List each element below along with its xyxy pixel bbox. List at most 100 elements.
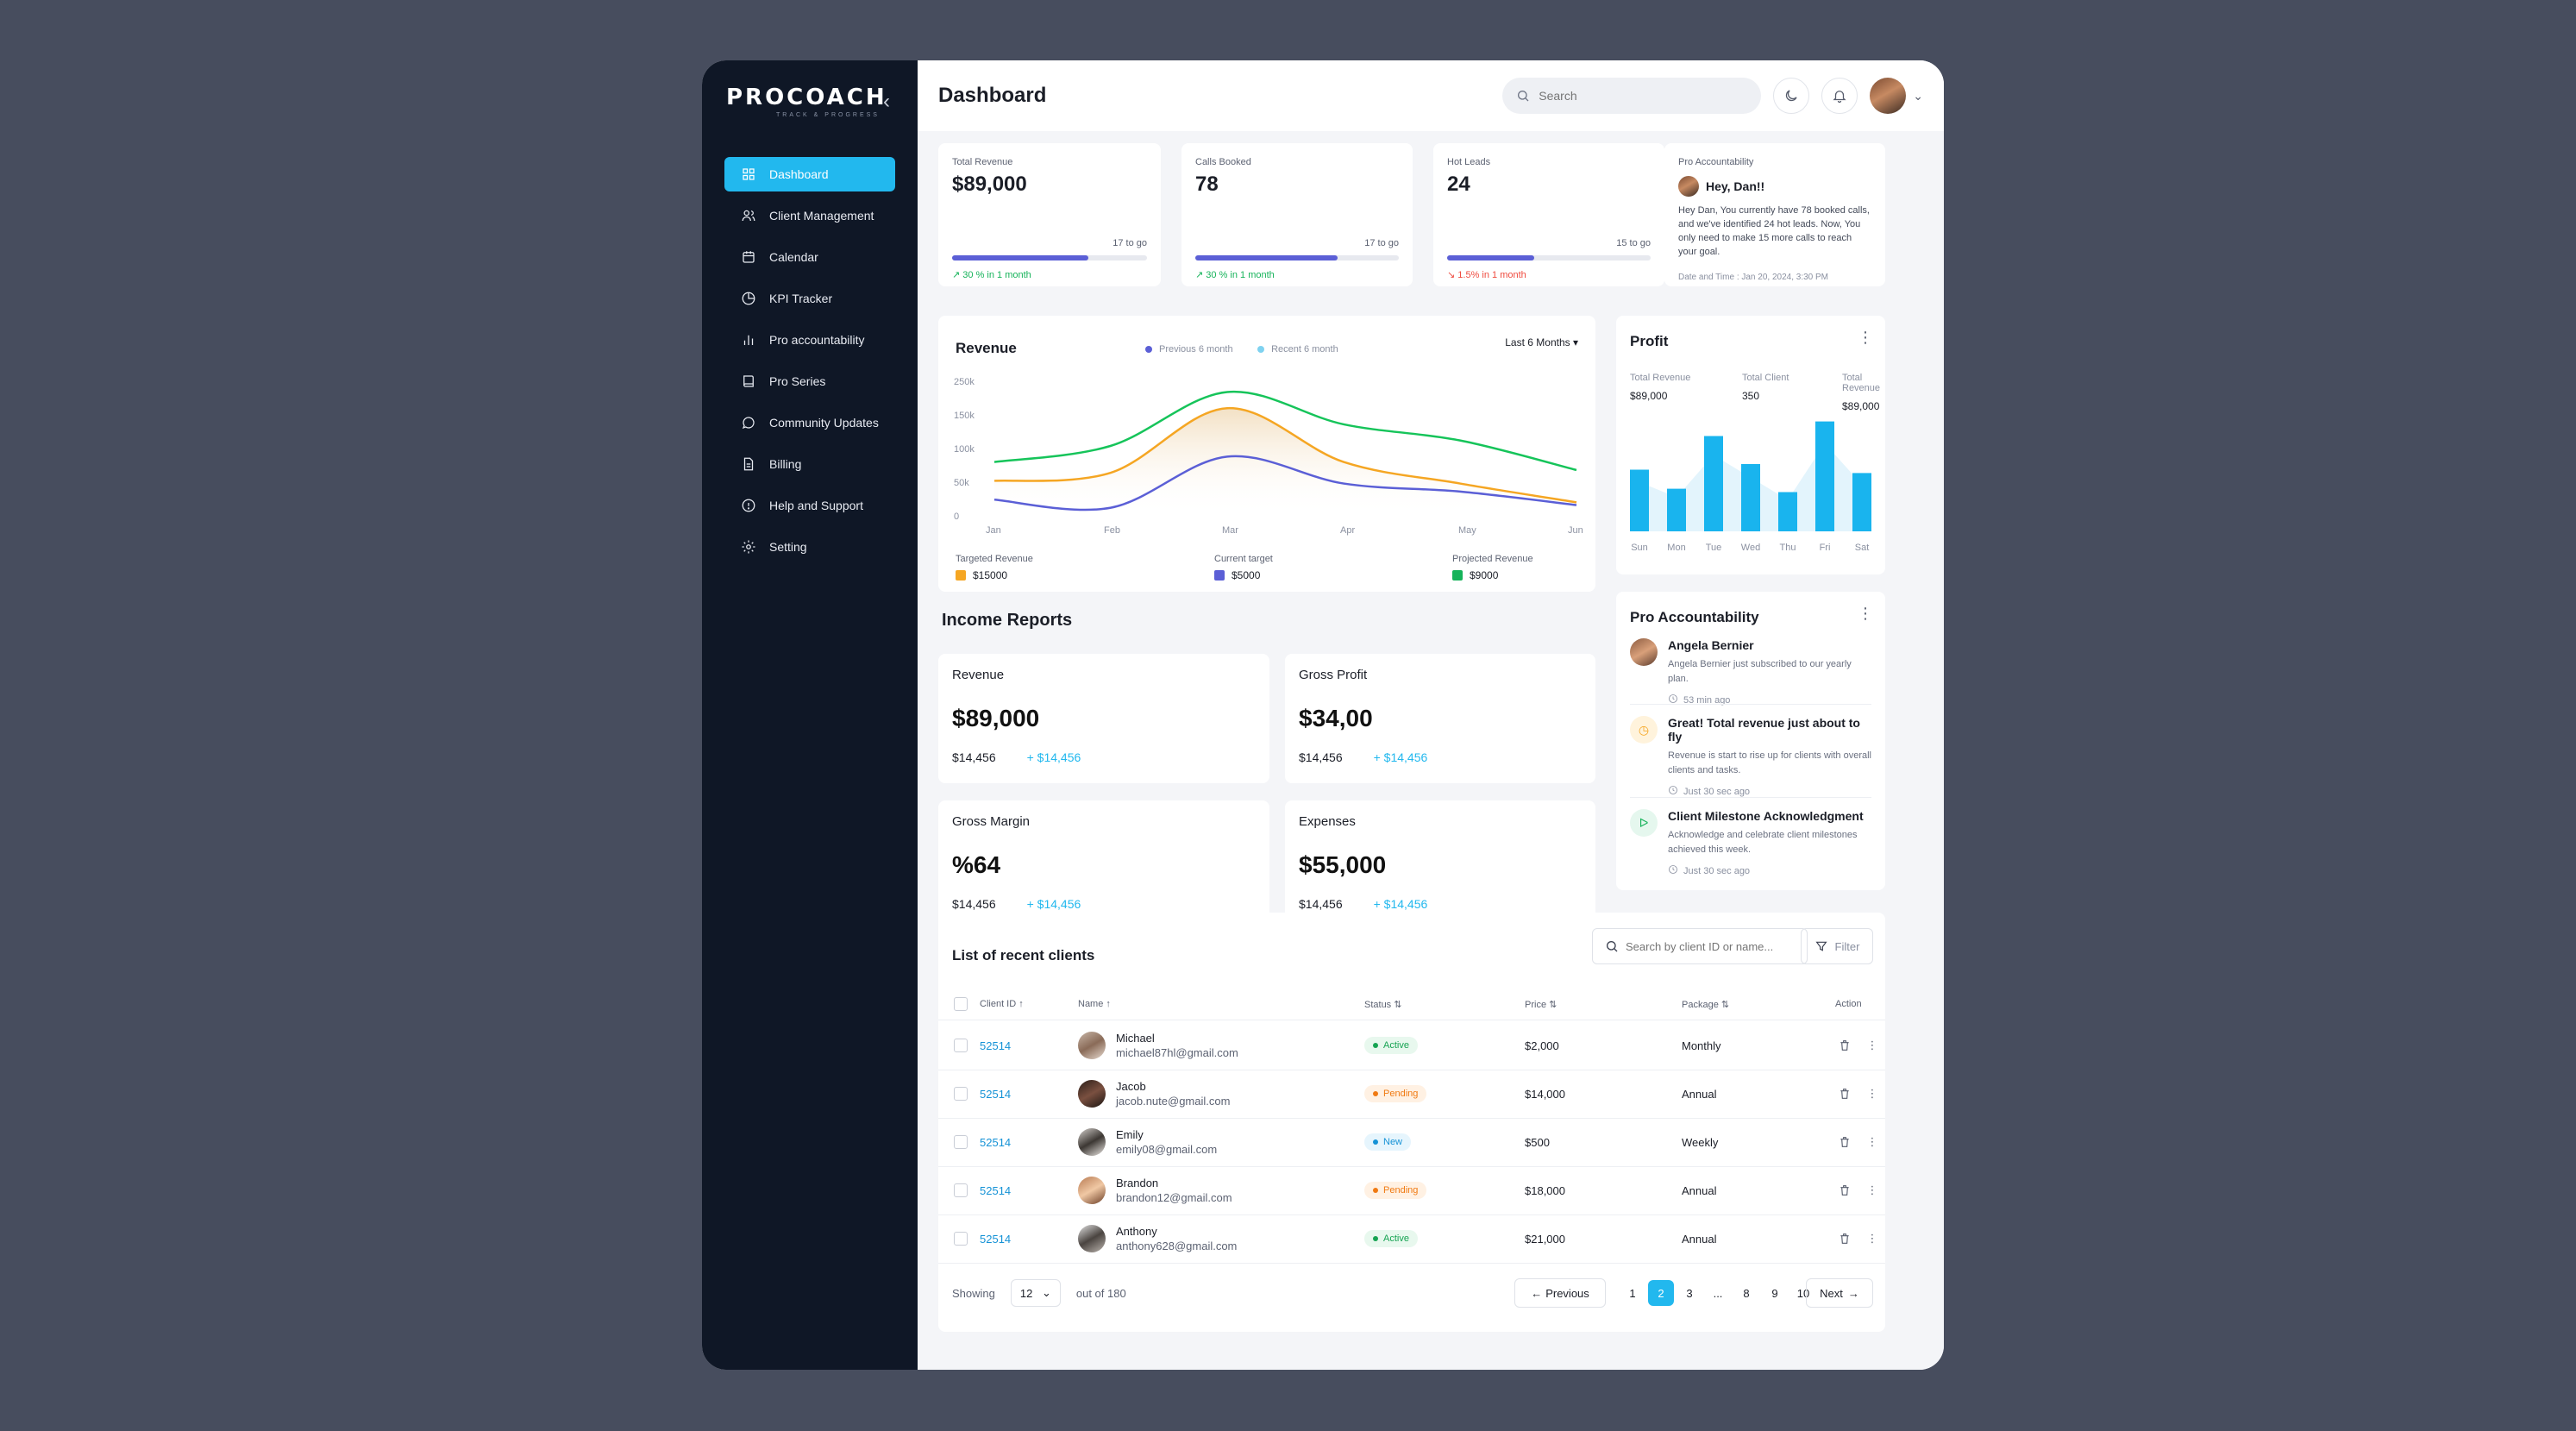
table-row[interactable]: 52514 Emily emily08@gmail.com New $500 Weekly… <box>938 1118 1885 1166</box>
profit-chart: Sun Mon Tue Wed Thu Fri Sat <box>1630 421 1871 553</box>
delete-button[interactable] <box>1833 1131 1856 1153</box>
row-checkbox[interactable] <box>954 1183 968 1197</box>
delete-button[interactable] <box>1833 1034 1856 1057</box>
column-header[interactable]: Name ↑ <box>1078 999 1111 1009</box>
table-row[interactable]: 52514 Michael michael87hl@gmail.com Active $… <box>938 1021 1885 1070</box>
page-button[interactable]: 1 <box>1620 1280 1645 1306</box>
page-button[interactable]: 9 <box>1762 1280 1788 1306</box>
client-id-link[interactable]: 52514 <box>980 1232 1012 1246</box>
revenue-card: Revenue Previous 6 month Recent 6 month … <box>938 316 1595 592</box>
select-all-checkbox[interactable] <box>954 997 968 1011</box>
page-button[interactable]: 2 <box>1648 1280 1674 1306</box>
stat-value: 78 <box>1195 173 1219 196</box>
user-menu[interactable]: ⌄ <box>1870 78 1923 114</box>
table-row[interactable]: 52514 Brandon brandon12@gmail.com Pending $1… <box>938 1166 1885 1214</box>
collapse-sidebar-button[interactable]: ‹ <box>876 91 897 114</box>
x-tick-label: Sat <box>1855 543 1870 553</box>
table-row[interactable]: 52514 Anthony anthony628@gmail.com Active $2… <box>938 1214 1885 1263</box>
delete-button[interactable] <box>1833 1083 1856 1105</box>
client-id-link[interactable]: 52514 <box>980 1183 1012 1197</box>
y-tick-label: 150k <box>954 411 975 421</box>
row-checkbox[interactable] <box>954 1087 968 1101</box>
activity-item[interactable]: Angela Bernier Angela Bernier just subscr… <box>1630 638 1871 706</box>
income-label: Revenue <box>952 668 1005 682</box>
sidebar-item-label: Setting <box>769 540 807 554</box>
sidebar-item-billing[interactable]: Billing <box>724 447 895 481</box>
profit-more-button[interactable]: ⋮ <box>1858 330 1873 345</box>
sidebar-item-help-and-support[interactable]: Help and Support <box>724 488 895 523</box>
next-button[interactable]: Next → <box>1806 1278 1873 1308</box>
page-button[interactable]: 3 <box>1677 1280 1702 1306</box>
sidebar-item-community-updates[interactable]: Community Updates <box>724 405 895 440</box>
activity-item[interactable]: ◷ Great! Total revenue just about to fly R… <box>1630 716 1871 798</box>
row-more-button[interactable]: ⋮ <box>1861 1034 1883 1057</box>
divider <box>938 1118 1885 1119</box>
sidebar-item-calendar[interactable]: Calendar <box>724 240 895 274</box>
total-label: out of 180 <box>1075 1286 1126 1300</box>
column-header[interactable]: Package ⇅ <box>1682 999 1729 1010</box>
theme-toggle-button[interactable] <box>1773 78 1810 114</box>
search-box[interactable] <box>1502 78 1762 114</box>
activity-more-button[interactable]: ⋮ <box>1858 606 1873 621</box>
sidebar-item-pro-accountability[interactable]: Pro accountability <box>724 323 895 357</box>
search-input[interactable] <box>1539 89 1748 103</box>
table-row[interactable]: 52514 Jacob jacob.nute@gmail.com Pending $14… <box>938 1070 1885 1118</box>
client-id-link[interactable]: 52514 <box>980 1087 1012 1101</box>
stat-card: Hot Leads 24 15 to go ↘ 1.5% in 1 month <box>1433 143 1664 286</box>
action-cell: ⋮ <box>1833 1166 1889 1214</box>
page-button[interactable]: 8 <box>1733 1280 1759 1306</box>
name-block: Anthony anthony628@gmail.com <box>1116 1225 1237 1252</box>
row-more-button[interactable]: ⋮ <box>1861 1131 1883 1153</box>
income-footer: $14,456 + $14,456 <box>952 750 1081 764</box>
row-more-button[interactable]: ⋮ <box>1861 1179 1883 1202</box>
chevron-down-icon: ⌄ <box>1913 88 1923 103</box>
stat-value: $89,000 <box>952 173 1027 196</box>
activity-desc: Revenue is start to rise up for clients … <box>1668 750 1871 775</box>
sidebar-item-client-management[interactable]: Client Management <box>724 198 895 233</box>
row-checkbox[interactable] <box>954 1039 968 1052</box>
trash-icon <box>1840 1233 1849 1244</box>
row-checkbox[interactable] <box>954 1232 968 1246</box>
notifications-button[interactable] <box>1821 78 1858 114</box>
range-select[interactable]: Last 6 Months ▾ <box>1505 336 1578 348</box>
sidebar-item-dashboard[interactable]: Dashboard <box>724 157 895 191</box>
column-header[interactable]: Status ⇅ <box>1364 999 1401 1010</box>
activity-body: Client Milestone Acknowledgment Acknowled… <box>1668 809 1871 877</box>
income-footer: $14,456 + $14,456 <box>1299 750 1427 764</box>
profit-bar <box>1667 488 1686 531</box>
row-more-button[interactable]: ⋮ <box>1861 1083 1883 1105</box>
page-size-select[interactable]: 12 ⌄ <box>1010 1279 1061 1307</box>
sidebar-item-kpi-tracker[interactable]: KPI Tracker <box>724 281 895 316</box>
client-search-box[interactable] <box>1592 928 1808 964</box>
caret-down-icon: ▾ <box>1572 336 1578 348</box>
stat-trend-label: 1.5% in 1 month <box>1457 270 1526 280</box>
clock-icon <box>1668 694 1683 706</box>
client-id-link[interactable]: 52514 <box>980 1135 1012 1149</box>
search-icon <box>1607 941 1618 952</box>
client-id-cell: 52514 <box>980 1070 1011 1118</box>
profit-bar <box>1778 492 1797 531</box>
filter-button[interactable]: Filter <box>1801 928 1873 964</box>
client-search-input[interactable] <box>1626 939 1795 953</box>
delete-button[interactable] <box>1833 1227 1856 1250</box>
activity-desc: Acknowledge and celebrate client milesto… <box>1668 830 1858 855</box>
stat-to-go: 17 to go <box>1364 238 1399 248</box>
client-id-link[interactable]: 52514 <box>980 1039 1012 1052</box>
delete-button[interactable] <box>1833 1179 1856 1202</box>
row-more-button[interactable]: ⋮ <box>1861 1227 1883 1250</box>
client-email: brandon12@gmail.com <box>1116 1191 1232 1204</box>
sidebar-item-label: Pro accountability <box>769 333 865 347</box>
column-header[interactable]: Client ID ↑ <box>980 999 1024 1009</box>
package: Annual <box>1682 1087 1717 1101</box>
name-block: Michael michael87hl@gmail.com <box>1116 1032 1238 1059</box>
activity-item[interactable]: ᐅ Client Milestone Acknowledgment Acknowle… <box>1630 809 1871 877</box>
sidebar-item-setting[interactable]: Setting <box>724 530 895 564</box>
avatar <box>1078 1080 1106 1108</box>
profit-stat-label: Total Revenue <box>1630 373 1691 383</box>
row-checkbox[interactable] <box>954 1135 968 1149</box>
column-header[interactable]: Price ⇅ <box>1525 999 1557 1010</box>
income-delta: + $14,456 <box>1373 750 1428 764</box>
previous-button[interactable]: ← Previous <box>1514 1278 1606 1308</box>
checkbox-cell <box>954 1021 968 1070</box>
sidebar-item-pro-series[interactable]: Pro Series <box>724 364 895 399</box>
